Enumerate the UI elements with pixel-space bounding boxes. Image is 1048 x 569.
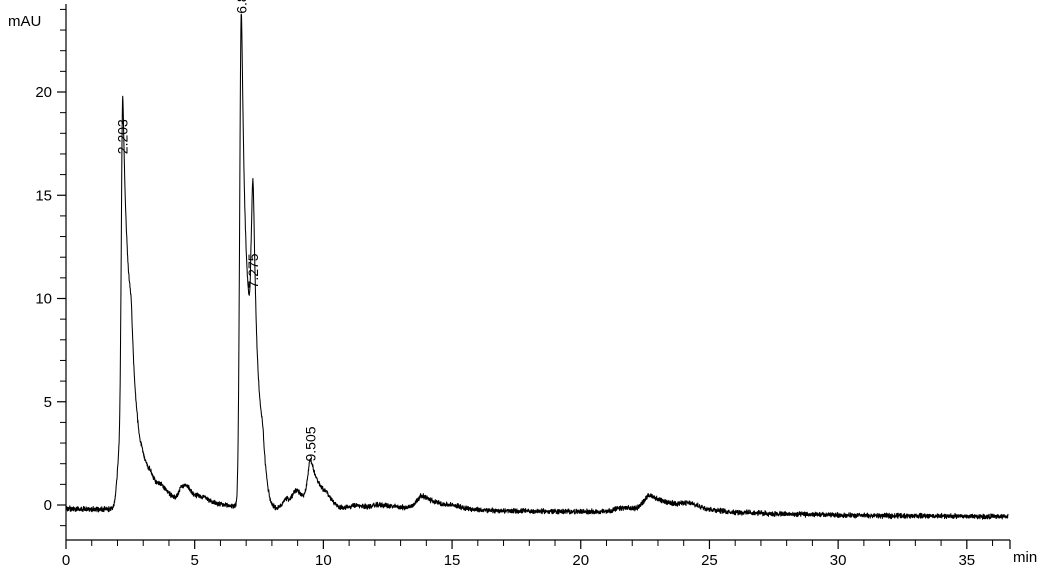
peak-annotation-label: 9.505: [303, 426, 319, 461]
y-tick-label: 10: [35, 291, 52, 308]
x-tick-label: 0: [62, 552, 70, 569]
x-axis-title: min: [1013, 549, 1037, 566]
x-tick-label: 30: [830, 552, 847, 569]
y-tick-label: 20: [35, 84, 52, 101]
x-tick-label: 25: [701, 552, 718, 569]
x-tick-label: 5: [191, 552, 199, 569]
x-tick-label: 20: [572, 552, 589, 569]
y-tick-label: 5: [44, 394, 52, 411]
y-tick-label: 15: [35, 187, 52, 204]
x-tick-label: 10: [315, 552, 332, 569]
x-tick-label: 35: [958, 552, 975, 569]
peak-label-group: 2.203 6.811 7.275 9.505: [115, 0, 319, 461]
uv-absorbance-trace: [65, 13, 1009, 520]
peak-annotation-label: 2.203: [115, 119, 131, 154]
y-axis: 0 5 10 15 20: [35, 4, 67, 540]
x-axis: 0 5 10 15 20 25 30 35: [62, 539, 1011, 569]
y-tick-label: 0: [44, 497, 52, 514]
x-tick-label: 15: [444, 552, 461, 569]
peak-annotation-label: 7.275: [245, 253, 261, 288]
y-axis-title: mAU: [8, 13, 41, 30]
peak-annotation-label: 6.811: [233, 0, 249, 14]
